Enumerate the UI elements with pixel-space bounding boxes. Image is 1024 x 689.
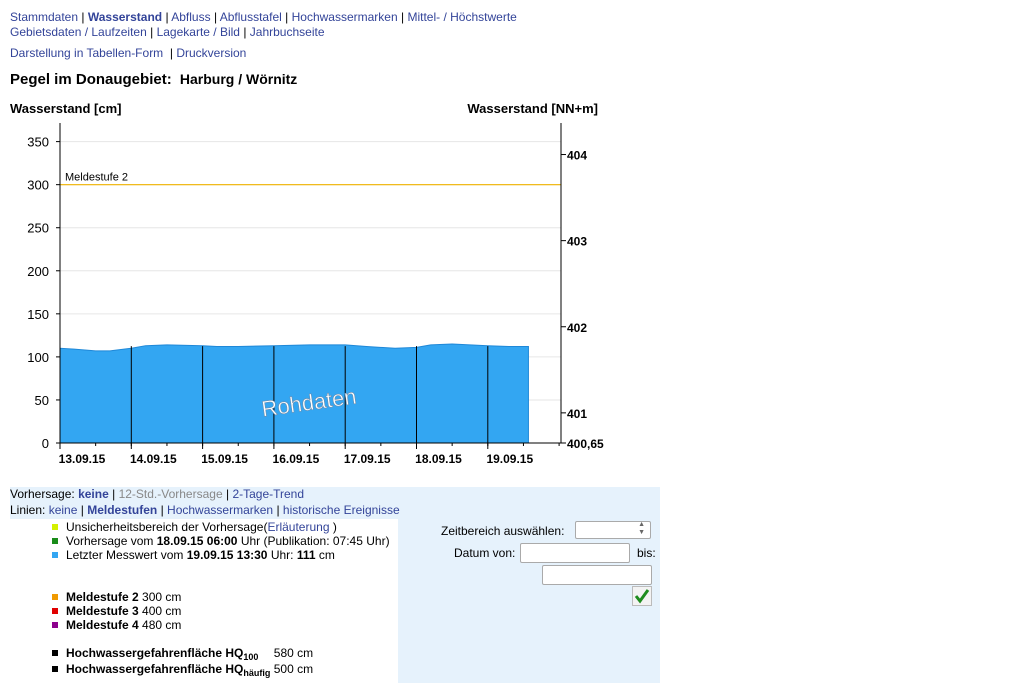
- vorhersage-row: Vorhersage: keine | 12-Std.-Vorhersage |…: [10, 487, 660, 503]
- linien-meldestufen[interactable]: Meldestufen: [87, 503, 158, 517]
- legend-swatch-red: [52, 608, 58, 614]
- select-arrows-icon: ▲ ▼: [638, 521, 645, 536]
- bis-label: bis:: [637, 546, 656, 560]
- legend-letzter-messwert: Letzter Messwert vom 19.09.15 13:30 Uhr:…: [52, 548, 335, 562]
- legend-meldestufe-2: Meldestufe 2 300 cm: [52, 590, 181, 604]
- vorhersage-12std[interactable]: 12-Std.-Vorhersage: [118, 487, 223, 501]
- erlaeuterung-link[interactable]: Erläuterung: [267, 520, 330, 534]
- legend-vorhersage: Vorhersage vom 18.09.15 06:00 Uhr (Publi…: [52, 534, 390, 548]
- nav-link-abfluss[interactable]: Abfluss: [171, 10, 211, 24]
- legend-swatch-yellow: [52, 524, 58, 530]
- right-tick-label: 404: [567, 149, 587, 163]
- zeitbereich-select[interactable]: ▲ ▼: [575, 521, 651, 539]
- nav-link-lagekarte[interactable]: Lagekarte / Bild: [156, 25, 240, 39]
- x-tick-label: 13.09.15: [59, 452, 106, 466]
- right-tick-label: 402: [567, 321, 587, 335]
- legend-area: [10, 519, 398, 683]
- x-tick-label: 17.09.15: [344, 452, 391, 466]
- page-title-prefix: Pegel im Donaugebiet:: [10, 71, 172, 88]
- nav-row-1: Stammdaten | Wasserstand | Abfluss | Abf…: [10, 10, 517, 24]
- right-tick-label: 400,65: [567, 437, 604, 451]
- x-tick-label: 14.09.15: [130, 452, 177, 466]
- view-options: Darstellung in Tabellen-Form | Druckvers…: [10, 46, 247, 60]
- nav-link-hochwassermarken[interactable]: Hochwassermarken: [291, 10, 398, 24]
- top-navigation: Stammdaten | Wasserstand | Abfluss | Abf…: [10, 10, 517, 40]
- nav-link-wasserstand[interactable]: Wasserstand: [87, 10, 163, 24]
- druckversion-link[interactable]: Druckversion: [176, 46, 247, 60]
- vorhersage-2tage-trend[interactable]: 2-Tage-Trend: [232, 487, 305, 501]
- y-tick-label: 50: [35, 393, 49, 408]
- y-tick-label: 100: [27, 350, 49, 365]
- threshold-label: Meldestufe 2: [65, 172, 128, 184]
- y-tick-label: 350: [27, 135, 49, 150]
- nav-link-abflusstafel[interactable]: Abflusstafel: [219, 10, 282, 24]
- legend-swatch-black: [52, 650, 58, 656]
- linien-historische-ereignisse[interactable]: historische Ereignisse: [282, 503, 400, 517]
- legend-meldestufe-4: Meldestufe 4 480 cm: [52, 618, 181, 632]
- vorhersage-keine[interactable]: keine: [78, 487, 109, 501]
- datum-von-label: Datum von:: [454, 546, 516, 560]
- x-tick-label: 19.09.15: [486, 452, 533, 466]
- tabellen-form-link[interactable]: Darstellung in Tabellen-Form: [10, 46, 164, 60]
- nav-link-stammdaten[interactable]: Stammdaten: [10, 10, 79, 24]
- y-tick-label: 0: [42, 436, 49, 451]
- legend-unsicherheit: Unsicherheitsbereich der Vorhersage(Erlä…: [52, 520, 337, 534]
- legend-swatch-orange: [52, 594, 58, 600]
- water-level-chart: Wasserstand [cm] Wasserstand [NN+m] 0 50 100…: [10, 101, 604, 466]
- x-tick-label: 16.09.15: [273, 452, 320, 466]
- legend-swatch-purple: [52, 622, 58, 628]
- legend-meldestufe-3: Meldestufe 3 400 cm: [52, 604, 181, 618]
- linien-keine[interactable]: keine: [48, 503, 78, 517]
- y-tick-label: 300: [27, 178, 49, 193]
- right-tick-label: 403: [567, 235, 587, 249]
- water-level-area: [59, 343, 529, 444]
- nav-link-gebietsdaten[interactable]: Gebietsdaten / Laufzeiten: [10, 25, 147, 39]
- vorhersage-label: Vorhersage:: [10, 487, 75, 501]
- checkmark-icon: [634, 589, 650, 604]
- linien-label: Linien:: [10, 503, 46, 517]
- y-axis-title-right: Wasserstand [NN+m]: [467, 101, 598, 116]
- x-tick-label: 18.09.15: [415, 452, 462, 466]
- zeitbereich-label: Zeitbereich auswählen:: [441, 524, 565, 538]
- nav-row-2: Gebietsdaten / Laufzeiten | Lagekarte / …: [10, 25, 325, 39]
- nav-link-mittel-hoechstwerte[interactable]: Mittel- / Höchstwerte: [407, 10, 517, 24]
- page-title: Pegel im Donaugebiet: Harburg / Wörnitz: [10, 71, 297, 88]
- y-tick-label: 200: [27, 264, 49, 279]
- station-name: Harburg / Wörnitz: [179, 71, 298, 87]
- legend-hq-haeufig: Hochwassergefahrenfläche HQhäufig 500 cm: [52, 662, 313, 680]
- y-tick-label: 150: [27, 307, 49, 322]
- legend-swatch-green: [52, 538, 58, 544]
- legend-swatch-blue: [52, 552, 58, 558]
- legend-hq100: Hochwassergefahrenfläche HQ100 580 cm: [52, 646, 313, 664]
- submit-button[interactable]: [632, 586, 652, 606]
- linien-hochwassermarken[interactable]: Hochwassermarken: [167, 503, 274, 517]
- y-axis-title-left: Wasserstand [cm]: [10, 101, 122, 116]
- legend-swatch-black: [52, 666, 58, 672]
- linien-row: Linien: keine | Meldestufen | Hochwasser…: [10, 503, 660, 519]
- y-tick-label: 250: [27, 221, 49, 236]
- options-panel: [10, 487, 660, 683]
- datum-von-input[interactable]: [520, 543, 630, 563]
- x-tick-label: 15.09.15: [201, 452, 248, 466]
- right-tick-label: 401: [567, 407, 587, 421]
- nav-link-jahrbuchseite[interactable]: Jahrbuchseite: [249, 25, 325, 39]
- datum-bis-input[interactable]: [542, 565, 652, 585]
